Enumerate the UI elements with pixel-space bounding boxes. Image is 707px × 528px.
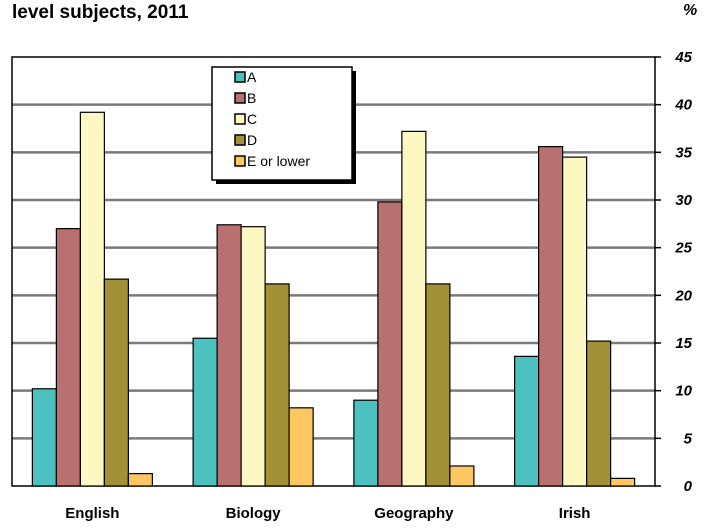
bar-a-irish (514, 355, 540, 487)
bar-d-english (103, 278, 129, 487)
bar-e-or-lower-geography (449, 465, 475, 487)
legend-swatch (234, 155, 246, 167)
bar-e-or-lower-biology (288, 407, 314, 487)
legend-label: C (247, 111, 257, 127)
y-tick-label: 20 (674, 287, 692, 304)
chart-title: level subjects, 2011 (12, 2, 189, 23)
bar-a-english (31, 388, 57, 487)
legend-label: D (247, 132, 257, 148)
plot-frame (11, 56, 656, 487)
bar-c-irish (562, 156, 588, 487)
bars (31, 111, 636, 487)
legend-label: B (247, 90, 256, 106)
y-axis: 0 5 10 15 20 25 30 35 40 45 (655, 49, 693, 495)
y-tick-label: 5 (684, 430, 693, 447)
legend-swatch (234, 92, 246, 104)
bar-c-english (79, 111, 105, 487)
bar-e-or-lower-english (127, 473, 153, 487)
bar-a-biology (192, 337, 218, 487)
bar-c-biology (240, 226, 266, 487)
y-tick-label: 10 (675, 383, 692, 400)
x-tick-label: English (65, 505, 119, 522)
legend-swatch (234, 134, 246, 146)
bar-d-biology (264, 283, 290, 487)
bar-e-or-lower-irish (610, 477, 636, 487)
legend-label: E or lower (247, 153, 310, 169)
x-tick-label: Biology (226, 505, 282, 522)
bar-b-biology (216, 224, 242, 487)
bar-b-english (55, 228, 81, 487)
bar-c-geography (401, 130, 427, 487)
bar-a-geography (353, 399, 379, 487)
legend-label: A (247, 69, 257, 85)
x-tick-label: Geography (374, 505, 454, 522)
y-tick-label: 0 (684, 478, 693, 495)
y-tick-label: 15 (675, 335, 692, 352)
legend-swatch (234, 71, 246, 83)
y-tick-label: 25 (674, 240, 692, 257)
x-axis: English Biology Geography Irish (65, 505, 590, 522)
legend-swatch (234, 113, 246, 125)
bar-d-irish (586, 340, 612, 487)
bar-b-geography (377, 201, 403, 487)
bar-d-geography (425, 283, 451, 487)
y-axis-unit-label: % (683, 2, 698, 19)
bar-b-irish (538, 146, 564, 487)
y-tick-label: 45 (674, 49, 692, 66)
y-tick-label: 35 (675, 144, 692, 161)
x-tick-label: Irish (559, 505, 591, 522)
y-tick-label: 30 (675, 192, 692, 209)
y-tick-label: 40 (674, 97, 692, 114)
